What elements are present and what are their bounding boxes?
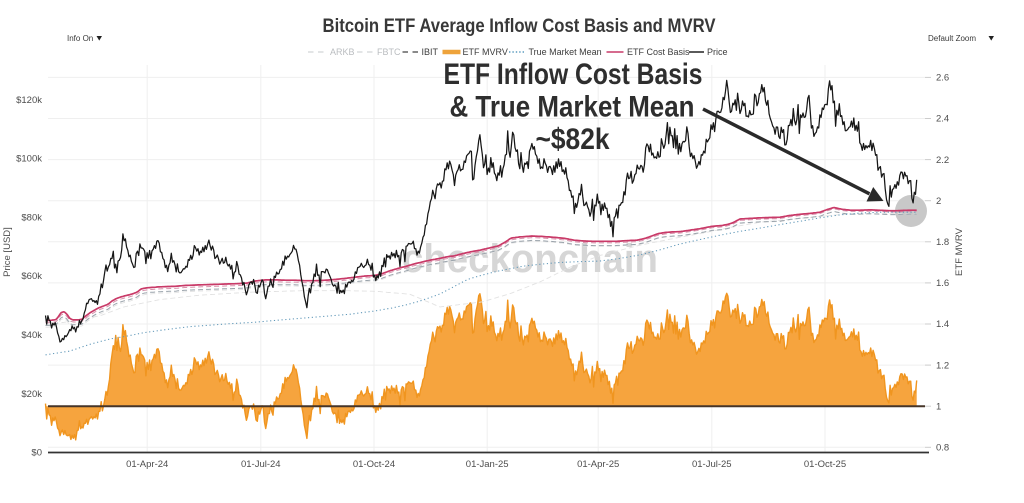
svg-text:FBTC: FBTC xyxy=(377,47,401,57)
svg-text:ARKB: ARKB xyxy=(330,47,355,57)
svg-text:01-Oct-25: 01-Oct-25 xyxy=(804,459,846,470)
svg-text:2.6: 2.6 xyxy=(936,73,949,84)
svg-text:$40k: $40k xyxy=(21,330,42,341)
svg-text:Default Zoom: Default Zoom xyxy=(928,34,976,43)
svg-text:ETF Cost Basis: ETF Cost Basis xyxy=(627,47,690,57)
svg-text:1.2: 1.2 xyxy=(936,360,949,371)
svg-text:2: 2 xyxy=(936,196,941,207)
svg-text:ETF MVRV: ETF MVRV xyxy=(463,47,508,57)
svg-text:ETF Inflow Cost Basis: ETF Inflow Cost Basis xyxy=(444,58,703,91)
svg-text:True Market Mean: True Market Mean xyxy=(529,47,602,57)
svg-text:$60k: $60k xyxy=(21,271,42,282)
svg-text:01-Apr-25: 01-Apr-25 xyxy=(577,459,619,470)
svg-text:01-Jul-25: 01-Jul-25 xyxy=(692,459,732,470)
svg-text:$120k: $120k xyxy=(16,95,42,106)
svg-text:01-Apr-24: 01-Apr-24 xyxy=(126,459,168,470)
svg-text:~$82k: ~$82k xyxy=(536,123,610,156)
svg-text:01-Oct-24: 01-Oct-24 xyxy=(353,459,395,470)
svg-text:2.4: 2.4 xyxy=(936,114,949,125)
svg-text:IBIT: IBIT xyxy=(422,47,439,57)
svg-text:ETF MVRV: ETF MVRV xyxy=(954,227,965,276)
svg-text:Price: Price xyxy=(707,47,728,57)
svg-text:$80k: $80k xyxy=(21,212,42,223)
svg-text:0.8: 0.8 xyxy=(936,443,949,454)
svg-text:Info On: Info On xyxy=(67,34,93,43)
svg-text:1: 1 xyxy=(936,401,941,412)
svg-text:$20k: $20k xyxy=(21,389,42,400)
svg-text:$0: $0 xyxy=(31,448,42,459)
svg-text:1.6: 1.6 xyxy=(936,278,949,289)
svg-text:Price [USD]: Price [USD] xyxy=(2,227,13,277)
svg-text:01-Jan-25: 01-Jan-25 xyxy=(466,459,509,470)
svg-text:1.4: 1.4 xyxy=(936,319,949,330)
svg-text:$100k: $100k xyxy=(16,154,42,165)
svg-text:& True Market Mean: & True Market Mean xyxy=(450,91,695,124)
svg-text:2.2: 2.2 xyxy=(936,155,949,166)
svg-text:01-Jul-24: 01-Jul-24 xyxy=(241,459,281,470)
svg-text:Bitcoin ETF Average Inflow Cos: Bitcoin ETF Average Inflow Cost Basis an… xyxy=(323,16,716,37)
svg-text:1.8: 1.8 xyxy=(936,237,949,248)
